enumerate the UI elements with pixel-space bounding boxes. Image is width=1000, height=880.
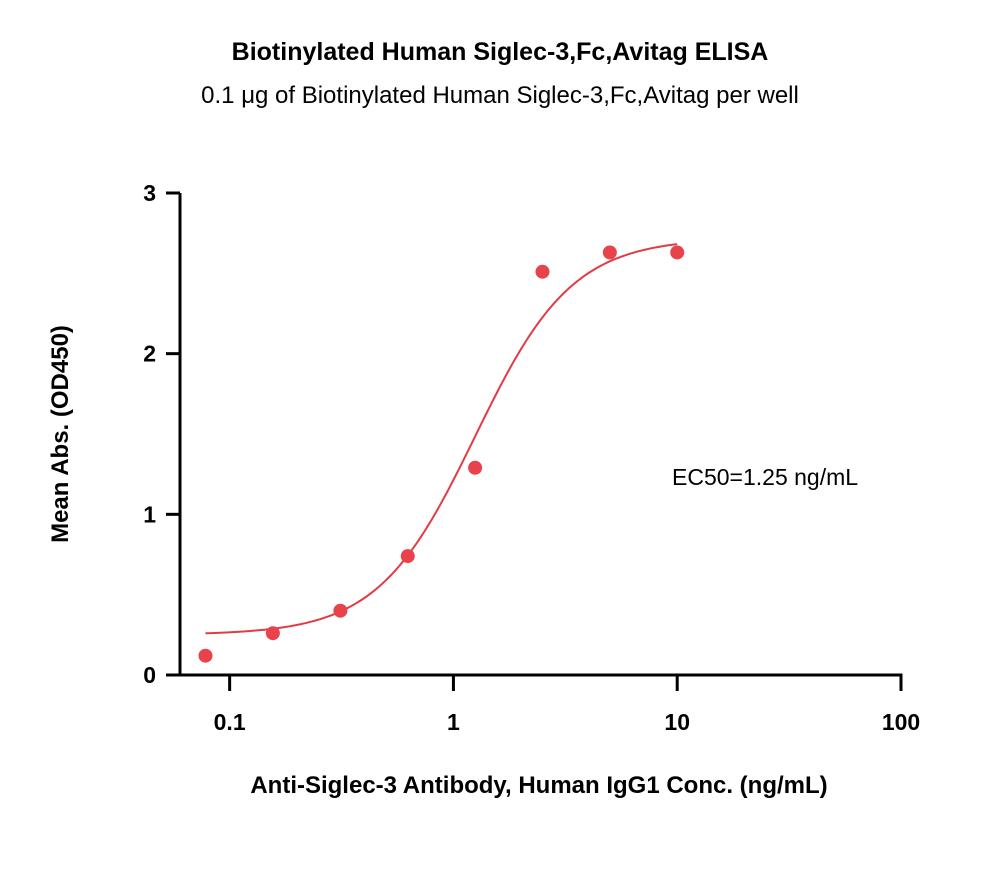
y-axis-label: Mean Abs. (OD450) xyxy=(47,325,74,543)
data-point xyxy=(400,549,415,564)
data-point xyxy=(333,603,348,618)
data-points-layer xyxy=(198,245,685,663)
fit-curve-layer xyxy=(205,243,678,635)
y-tick-label: 0 xyxy=(143,662,156,688)
y-tick-label: 2 xyxy=(143,341,156,367)
x-tick-label: 100 xyxy=(882,709,920,735)
fit-curve xyxy=(205,243,678,635)
x-axis-label: Anti-Siglec-3 Antibody, Human IgG1 Conc.… xyxy=(250,772,827,799)
data-point xyxy=(265,626,280,641)
x-tick-label: 1 xyxy=(447,709,460,735)
data-point xyxy=(468,460,483,475)
data-point xyxy=(198,648,213,663)
y-tick-label: 1 xyxy=(143,501,156,527)
axes: 0 1 2 3 0.1 1 10 100 xyxy=(143,180,920,735)
chart-title: Biotinylated Human Siglec-3,Fc,Avitag EL… xyxy=(231,38,769,66)
data-point xyxy=(535,264,550,279)
data-point xyxy=(670,245,685,260)
ec50-annotation: EC50=1.25 ng/mL xyxy=(672,464,858,490)
x-tick-label: 0.1 xyxy=(214,709,246,735)
data-point xyxy=(602,245,617,260)
x-tick-label: 10 xyxy=(664,709,690,735)
y-tick-label: 3 xyxy=(143,180,156,206)
chart-subtitle: 0.1 μg of Biotinylated Human Siglec-3,Fc… xyxy=(201,82,799,109)
